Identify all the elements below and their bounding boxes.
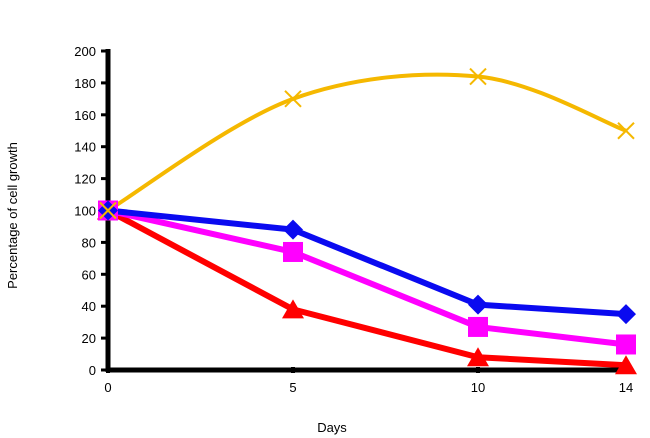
x-axis-label: Days	[317, 420, 347, 435]
y-tick-label: 60	[82, 267, 96, 282]
data-point-x	[284, 90, 302, 108]
series-line-diamond	[107, 207, 627, 318]
data-point-triangle	[282, 299, 304, 319]
x-tick-label: 5	[289, 380, 296, 395]
data-point-square	[283, 241, 303, 262]
data-point-x	[99, 201, 117, 220]
data-point-square	[468, 316, 488, 337]
y-tick-label: 0	[89, 363, 96, 378]
x-tick-label: 14	[619, 380, 633, 395]
data-point-x	[469, 67, 487, 86]
data-point-diamond	[616, 304, 636, 325]
y-axis-label: Percentage of cell growth	[5, 142, 20, 289]
x-tick-label: 0	[104, 380, 111, 395]
y-tick-label: 140	[74, 140, 96, 155]
y-tick-label: 100	[74, 204, 96, 219]
y-tick-label: 120	[74, 172, 96, 187]
y-tick-label: 80	[82, 235, 96, 250]
marker-layer	[97, 67, 637, 375]
y-tick-label: 40	[82, 299, 96, 314]
data-point-diamond	[468, 294, 488, 315]
series-line-x	[106, 72, 627, 213]
data-point-triangle	[615, 355, 637, 375]
series-line-triangle	[106, 207, 627, 369]
y-tick-label: 200	[74, 44, 96, 59]
data-point-diamond	[283, 219, 303, 240]
x-tick-label: 10	[471, 380, 485, 395]
data-point-x	[617, 122, 635, 140]
y-tick-label: 20	[82, 331, 96, 346]
series-line-square	[107, 207, 627, 348]
y-tick-label: 180	[74, 76, 96, 91]
data-point-square	[616, 334, 636, 355]
y-tick-label: 160	[74, 108, 96, 123]
series-layer	[106, 72, 627, 369]
data-point-triangle	[467, 347, 489, 367]
